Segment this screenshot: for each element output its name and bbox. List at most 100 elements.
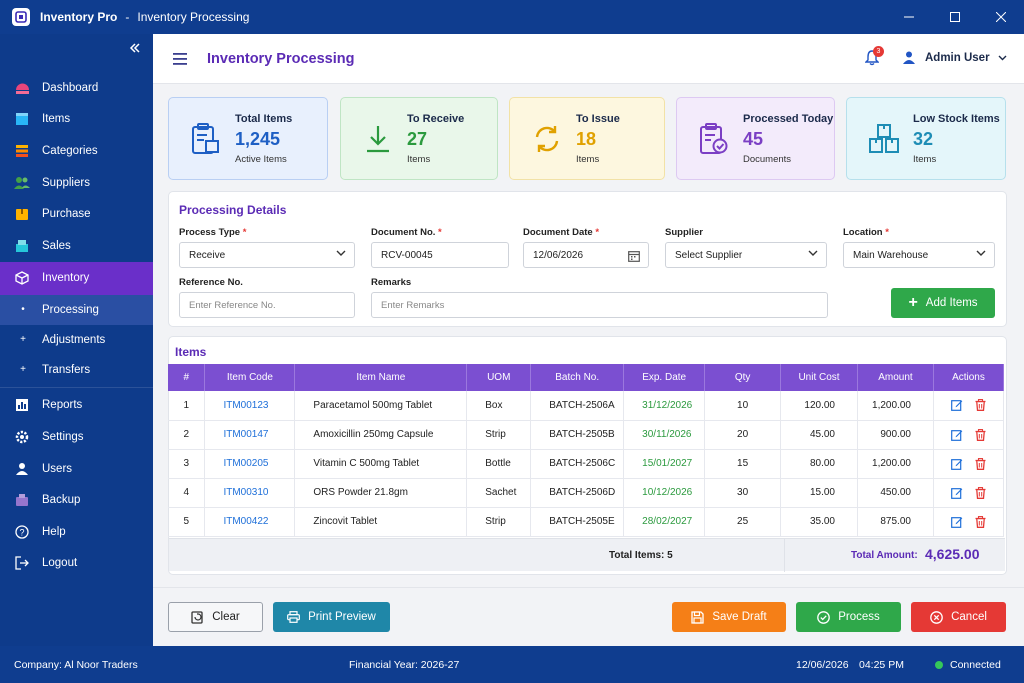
- clear-icon: [191, 610, 204, 624]
- sidebar-subitem-processing[interactable]: • Processing: [0, 294, 153, 325]
- stat-title: To Issue: [576, 112, 620, 125]
- connection-status: Connected: [950, 659, 1001, 671]
- item-code-cell[interactable]: ITM00205: [204, 449, 296, 479]
- sidebar-item-users[interactable]: Users: [0, 453, 153, 485]
- maximize-button[interactable]: [932, 0, 978, 34]
- edit-icon[interactable]: [951, 487, 963, 499]
- print-preview-button[interactable]: Print Preview: [273, 602, 390, 632]
- page-header: Inventory Processing 3 Admin User: [153, 34, 1024, 84]
- sidebar-item-items[interactable]: Items: [0, 104, 153, 136]
- sidebar-item-inventory[interactable]: Inventory: [0, 261, 153, 295]
- sidebar-item-categories[interactable]: Categories: [0, 135, 153, 167]
- delete-icon[interactable]: [975, 515, 986, 528]
- row-number-cell: 5: [168, 507, 206, 537]
- item-code-cell[interactable]: ITM00310: [204, 478, 296, 508]
- item-code-cell[interactable]: ITM00147: [204, 420, 296, 450]
- process-button[interactable]: Process: [796, 602, 901, 632]
- sidebar-item-label: Items: [42, 113, 71, 126]
- package-icon: [14, 206, 30, 222]
- printer-icon: [287, 611, 301, 623]
- sidebar-item-sales[interactable]: Sales: [0, 230, 153, 262]
- chevron-down-icon: [808, 250, 818, 257]
- user-menu[interactable]: Admin User: [903, 51, 1007, 64]
- stat-subtitle: Documents: [743, 153, 792, 165]
- svg-text:?: ?: [19, 527, 24, 537]
- edit-icon[interactable]: [951, 399, 963, 412]
- status-date: 12/06/2026: [796, 659, 849, 671]
- qty-cell: 25: [704, 507, 782, 537]
- actions-cell: [933, 420, 1005, 450]
- minimize-button[interactable]: [886, 0, 932, 34]
- reference-no-input[interactable]: Enter Reference No.: [179, 292, 355, 318]
- table-row[interactable]: 5 ITM00422 Zincovit Tablet Strip BATCH-2505E…: [168, 507, 1005, 537]
- delete-icon[interactable]: [975, 399, 986, 412]
- plus-icon: +: [20, 364, 26, 376]
- unit-cost-cell: 45.00: [780, 420, 858, 450]
- cancel-button[interactable]: Cancel: [911, 602, 1006, 632]
- cart-icon: [14, 238, 30, 254]
- item-code-cell[interactable]: ITM00123: [204, 391, 296, 421]
- stat-card-to-issue: To Issue 18 Items: [509, 97, 665, 180]
- sidebar-subitem-transfers[interactable]: + Transfers: [0, 355, 153, 385]
- unit-cost-cell: 15.00: [780, 478, 858, 508]
- document-no-input[interactable]: RCV-00045: [371, 242, 509, 268]
- table-row[interactable]: 1 ITM00123 Paracetamol 500mg Tablet Box BATC…: [168, 391, 1005, 421]
- item-name-cell: Paracetamol 500mg Tablet: [294, 391, 468, 421]
- exp-date-cell: 15/01/2027: [623, 449, 706, 479]
- stat-title: To Receive: [407, 112, 465, 125]
- sidebar-item-backup[interactable]: Backup: [0, 484, 153, 516]
- close-window-button[interactable]: [978, 0, 1024, 34]
- edit-icon[interactable]: [951, 429, 963, 441]
- location-label: Location *: [843, 227, 889, 238]
- location-select[interactable]: Main Warehouse: [843, 242, 995, 268]
- item-code-cell[interactable]: ITM00422: [204, 507, 296, 537]
- document-date-input[interactable]: 12/06/2026: [523, 242, 649, 268]
- process-type-select[interactable]: Receive: [179, 242, 355, 268]
- sidebar-item-dashboard[interactable]: Dashboard: [0, 72, 153, 104]
- amount-cell: 450.00: [857, 478, 934, 508]
- stat-title: Low Stock Items: [913, 112, 1000, 125]
- edit-icon[interactable]: [951, 458, 963, 470]
- calendar-icon[interactable]: [628, 250, 640, 262]
- unit-cost-cell: 80.00: [780, 449, 858, 479]
- remarks-input[interactable]: Enter Remarks: [371, 292, 828, 318]
- collapse-sidebar-icon[interactable]: [129, 42, 141, 54]
- delete-icon[interactable]: [975, 457, 986, 470]
- stat-title: Total Items: [235, 112, 293, 125]
- qty-cell: 20: [704, 420, 782, 450]
- sidebar-item-suppliers[interactable]: Suppliers: [0, 167, 153, 199]
- delete-icon[interactable]: [975, 486, 986, 499]
- boxes-icon: [867, 122, 901, 156]
- supplier-label: Supplier: [665, 227, 704, 238]
- bullet-icon: •: [21, 304, 25, 316]
- sidebar-item-purchase[interactable]: Purchase: [0, 198, 153, 230]
- edit-icon[interactable]: [951, 516, 963, 528]
- table-row[interactable]: 3 ITM00205 Vitamin C 500mg Tablet Bottle BAT…: [168, 449, 1005, 479]
- status-time: 04:25 PM: [859, 659, 904, 671]
- stat-value: 45: [743, 128, 764, 149]
- sidebar-item-settings[interactable]: Settings: [0, 421, 153, 453]
- sidebar-item-label: Backup: [42, 494, 81, 507]
- save-draft-button[interactable]: Save Draft: [672, 602, 786, 632]
- sidebar-item-help[interactable]: ? Help: [0, 516, 153, 548]
- sidebar-item-label: Reports: [42, 399, 83, 412]
- sidebar-item-reports[interactable]: Reports: [0, 390, 153, 422]
- item-name-cell: Vitamin C 500mg Tablet: [294, 449, 468, 479]
- sidebar-subitem-adjustments[interactable]: + Adjustments: [0, 325, 153, 355]
- stat-card-processed-today: Processed Today 45 Documents: [676, 97, 835, 180]
- sidebar-item-logout[interactable]: Logout: [0, 548, 153, 580]
- table-row[interactable]: 2 ITM00147 Amoxicillin 250mg Capsule Strip B…: [168, 420, 1005, 450]
- table-row[interactable]: 4 ITM00310 ORS Powder 21.8gm Sachet BATCH-25…: [168, 478, 1005, 508]
- user-group-icon: [14, 461, 30, 477]
- add-items-button[interactable]: + Add Items: [891, 288, 995, 318]
- menu-icon[interactable]: [173, 52, 187, 65]
- supplier-select[interactable]: Select Supplier: [665, 242, 827, 268]
- batch-no-cell: BATCH-2506A: [530, 391, 625, 421]
- total-amount-label: Total Amount:: [851, 550, 918, 561]
- delete-icon[interactable]: [975, 428, 986, 441]
- clear-button[interactable]: Clear: [168, 602, 263, 632]
- item-name-cell: Amoxicillin 250mg Capsule: [294, 420, 468, 450]
- sidebar-item-label: Categories: [42, 144, 98, 157]
- stat-subtitle: Items: [913, 153, 937, 165]
- clipboard-check-icon: [697, 122, 731, 156]
